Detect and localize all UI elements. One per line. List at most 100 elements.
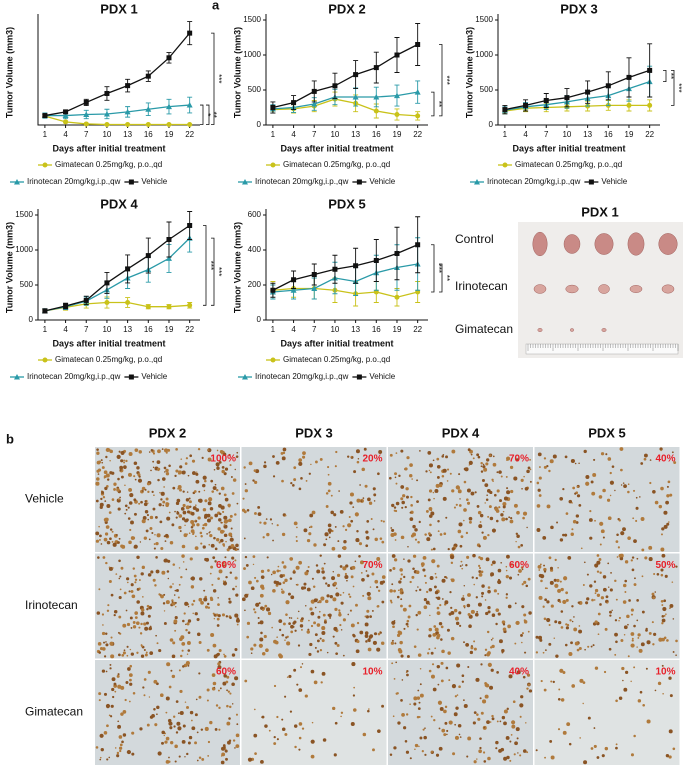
stain-dot [436, 476, 440, 479]
stain-dot [522, 749, 527, 753]
stain-dot [622, 679, 624, 682]
stain-dot [450, 636, 455, 641]
stain-dot [190, 525, 194, 529]
stain-dot [255, 602, 260, 607]
stain-dot [509, 740, 512, 743]
stain-dot [195, 698, 198, 701]
stain-dot [360, 572, 363, 574]
stain-dot [140, 572, 144, 576]
stain-dot [475, 596, 478, 599]
stain-dot [417, 610, 422, 615]
stain-dot [285, 636, 288, 639]
stain-dot [250, 647, 254, 651]
stain-dot [520, 695, 524, 699]
stain-dot [446, 729, 449, 732]
stain-dot [310, 739, 315, 744]
percent-label: 70% [509, 454, 529, 465]
tumor [658, 233, 678, 255]
stain-dot [313, 543, 317, 547]
stain-dot [119, 749, 122, 753]
stain-dot [143, 622, 147, 626]
stain-dot [495, 519, 499, 523]
stain-dot [288, 674, 292, 678]
stain-dot [133, 512, 137, 516]
stain-dot [589, 584, 593, 588]
stain-dot [536, 504, 541, 508]
marker [373, 289, 379, 295]
stain-dot [152, 452, 156, 455]
stain-dot [134, 578, 138, 581]
stain-dot [630, 608, 634, 612]
stain-dot [203, 597, 208, 602]
stain-dot [300, 477, 303, 480]
stain-dot [98, 692, 102, 696]
stain-dot [448, 612, 452, 616]
stain-dot [548, 623, 551, 627]
stain-dot [163, 622, 167, 625]
stain-dot [179, 689, 183, 693]
stain-dot [562, 670, 566, 674]
stain-dot [425, 600, 430, 605]
stain-dot [473, 583, 476, 586]
stain-dot [95, 481, 100, 486]
stain-dot [200, 535, 203, 538]
stain-dot [589, 536, 593, 540]
stain-dot [546, 617, 551, 623]
stain-dot [165, 472, 170, 476]
stain-dot [599, 543, 602, 546]
stain-dot [409, 511, 412, 514]
stain-dot [198, 498, 203, 503]
stain-dot [666, 485, 669, 488]
stain-dot [235, 733, 240, 738]
series-line [44, 104, 190, 117]
tumor [533, 284, 547, 294]
stain-dot [141, 490, 144, 492]
stain-dot [256, 579, 259, 583]
stain-dot [484, 694, 489, 699]
stain-dot [202, 483, 206, 488]
stain-dot [149, 625, 152, 628]
stain-dot [128, 590, 131, 593]
stain-dot [412, 532, 417, 537]
stain-dot [308, 652, 312, 657]
stain-dot [108, 714, 111, 717]
significance-label: *** [214, 74, 223, 83]
tumor [661, 284, 675, 294]
stain-dot [138, 579, 141, 581]
stain-dot [183, 612, 186, 615]
stain-dot [493, 589, 497, 593]
stain-dot [660, 449, 662, 452]
stain-dot [438, 727, 441, 730]
stain-dot [591, 598, 594, 602]
stain-dot [407, 545, 409, 548]
stain-dot [596, 554, 600, 557]
stain-dot [669, 603, 674, 608]
stain-dot [192, 506, 197, 511]
stain-dot [225, 680, 229, 684]
stain-dot [382, 520, 385, 523]
stain-dot [195, 472, 199, 476]
stain-dot [423, 735, 427, 740]
stain-dot [379, 631, 382, 634]
significance-label: *** [434, 264, 443, 273]
stain-dot [559, 580, 562, 583]
stain-dot [184, 462, 188, 465]
stain-dot [231, 556, 235, 560]
stain-dot [605, 453, 608, 456]
stain-dot [113, 482, 117, 486]
stain-dot [391, 528, 395, 532]
stain-dot [399, 577, 403, 581]
stain-dot [557, 588, 562, 593]
stain-dot [298, 560, 303, 565]
marker [353, 72, 359, 78]
stain-dot [229, 464, 232, 467]
legend-marker [588, 179, 594, 185]
stain-dot [622, 482, 625, 484]
stain-dot [460, 535, 464, 539]
stain-dot [198, 597, 203, 602]
stain-dot [298, 688, 303, 692]
legend-label: Vehicle [141, 372, 167, 381]
stain-dot [447, 651, 451, 655]
stain-dot [442, 496, 447, 501]
stain-dot [602, 488, 606, 493]
